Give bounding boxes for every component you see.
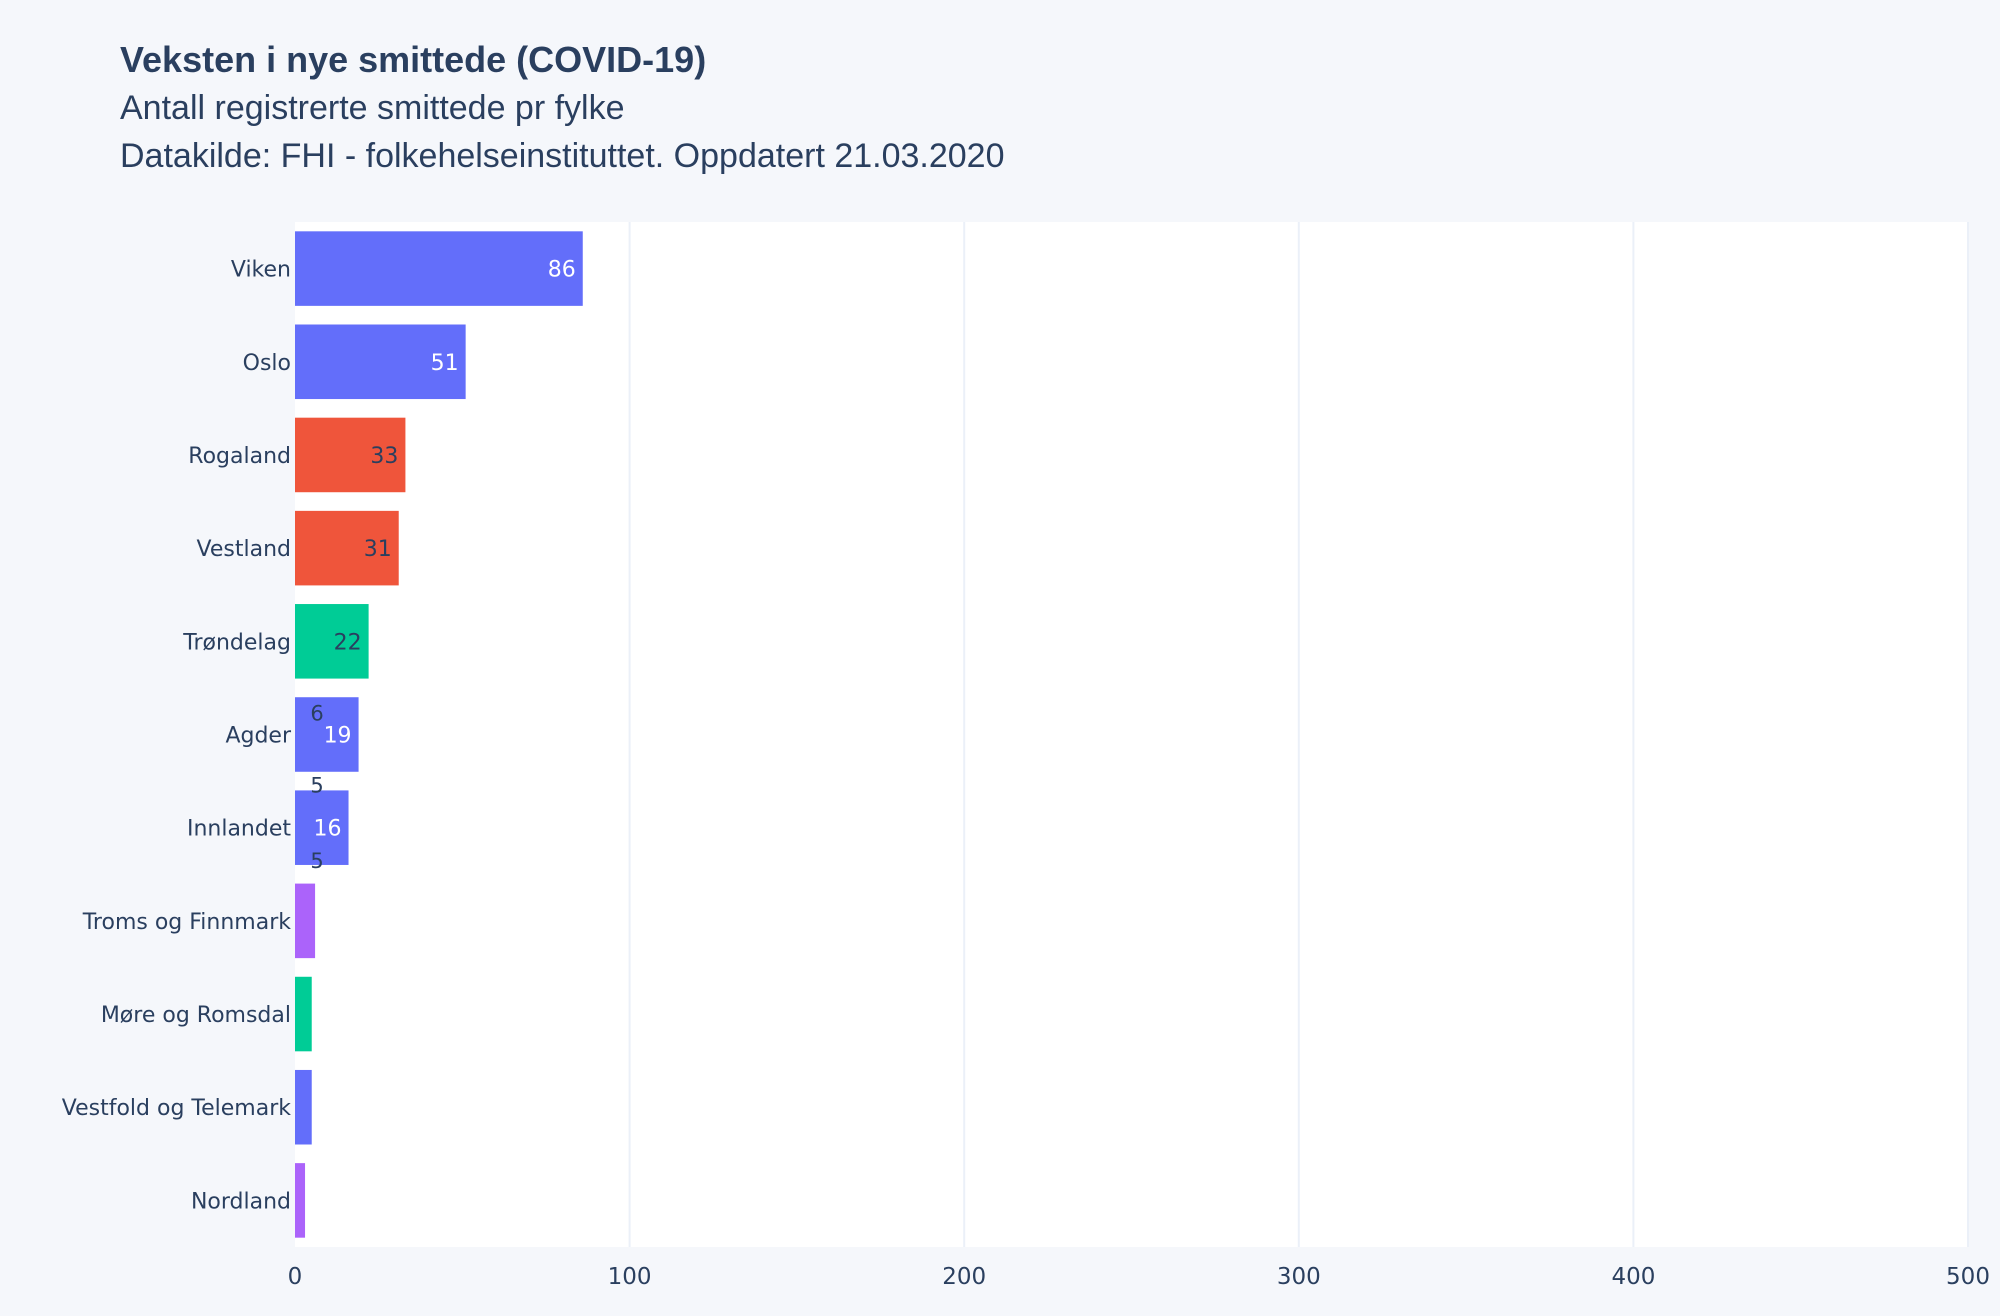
- y-category-label: Vestland: [197, 537, 291, 562]
- bar: [295, 324, 466, 400]
- bar-value-label: 31: [364, 537, 392, 562]
- y-category-label: Møre og Romsdal: [101, 1003, 291, 1028]
- x-tick-label: 300: [1277, 1264, 1321, 1290]
- bar: [295, 1163, 306, 1238]
- chart-source: Datakilde: FHI - folkehelseinstituttet. …: [120, 137, 1005, 175]
- chart-subtitle: Antall registrerte smittede pr fylke: [120, 89, 625, 127]
- x-tick-label: 500: [1946, 1264, 1990, 1290]
- chart-title: Veksten i nye smittede (COVID-19): [120, 39, 707, 80]
- overflow-value-label: 5: [310, 774, 323, 798]
- y-category-label: Nordland: [191, 1189, 291, 1214]
- bar: [295, 976, 312, 1052]
- overflow-value-label: 5: [310, 849, 323, 873]
- y-category-label: Rogaland: [188, 444, 291, 469]
- y-category-label: Oslo: [243, 351, 291, 376]
- x-tick-label: 100: [608, 1264, 652, 1290]
- overflow-value-label: 6: [310, 702, 323, 726]
- bar: [295, 604, 369, 679]
- bar-labels: 86 51 33 31 22 19 16 6 5 5: [310, 258, 575, 873]
- bar: [295, 883, 316, 959]
- y-category-label: Trøndelag: [182, 630, 291, 655]
- x-tick-label: 400: [1611, 1264, 1655, 1290]
- y-axis-categories: Viken Oslo Rogaland Vestland Trøndelag Agder I…: [62, 258, 292, 1215]
- bar-value-label: 19: [324, 724, 352, 749]
- plot-area: [295, 222, 1968, 1247]
- y-category-label: Innlandet: [187, 817, 291, 842]
- grid-lines: [628, 222, 1969, 1247]
- bar-value-label: 22: [334, 630, 362, 655]
- bar: [295, 510, 399, 586]
- x-axis-ticks: 0 100 200 300 400 500: [288, 1264, 1990, 1290]
- bar: [295, 697, 359, 772]
- chart-titles: Veksten i nye smittede (COVID-19) Antall…: [120, 36, 1005, 180]
- x-tick-label: 200: [942, 1264, 986, 1290]
- bar-value-label: 51: [431, 351, 459, 376]
- y-category-label: Troms og Finnmark: [82, 910, 292, 935]
- bars: [295, 231, 583, 1238]
- bar-value-label: 33: [370, 444, 398, 469]
- y-category-label: Vestfold og Telemark: [62, 1096, 291, 1121]
- bar: [295, 231, 583, 306]
- y-category-label: Viken: [231, 258, 291, 283]
- x-tick-label: 0: [288, 1264, 303, 1290]
- bar-value-label: 16: [314, 817, 342, 842]
- bar-value-label: 86: [548, 258, 576, 283]
- bar: [295, 790, 349, 865]
- bar: [295, 1069, 312, 1145]
- bar: [295, 417, 406, 493]
- y-category-label: Agder: [225, 724, 292, 749]
